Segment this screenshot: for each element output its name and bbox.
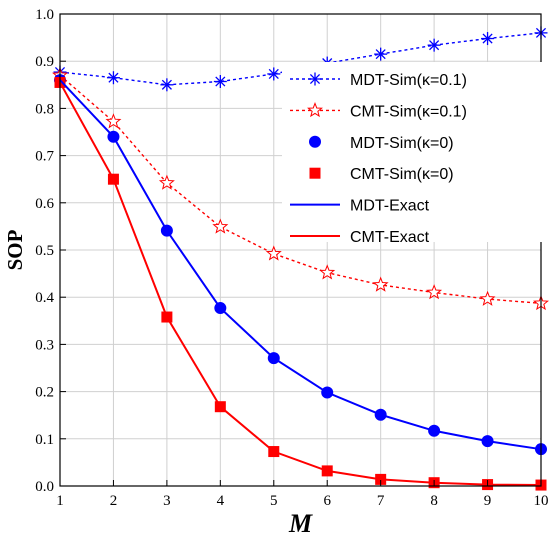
x-tick-label: 3 bbox=[163, 493, 171, 509]
x-tick-label: 10 bbox=[534, 493, 549, 509]
x-tick-label: 4 bbox=[217, 493, 225, 509]
y-tick-label: 0.8 bbox=[35, 101, 54, 117]
legend-label: MDT-Exact bbox=[350, 198, 430, 215]
series-line bbox=[59, 79, 542, 451]
legend-item: MDT-Sim(κ=0) bbox=[309, 135, 454, 152]
x-tick-label: 2 bbox=[110, 493, 118, 509]
y-tick-label: 0.6 bbox=[35, 196, 54, 212]
series-line bbox=[59, 81, 542, 487]
data-point bbox=[481, 32, 495, 46]
legend-marker bbox=[309, 135, 321, 148]
legend-item: MDT-Sim(κ=0.1) bbox=[290, 72, 467, 89]
legend-background bbox=[282, 62, 542, 242]
x-axis-label: M bbox=[288, 509, 313, 538]
data-point bbox=[212, 218, 229, 234]
legend-item: CMT-Sim(κ=0.1) bbox=[290, 102, 467, 120]
legend-item: CMT-Exact bbox=[290, 229, 430, 246]
y-tick-label: 0.9 bbox=[35, 54, 54, 70]
data-point bbox=[158, 174, 175, 190]
y-axis-label: SOP bbox=[3, 229, 27, 270]
legend: MDT-Sim(κ=0.1) CMT-Sim(κ=0.1) MDT-Sim(κ=0)… bbox=[282, 62, 542, 246]
data-point bbox=[213, 74, 227, 88]
data-point bbox=[160, 78, 174, 92]
data-point bbox=[479, 290, 496, 306]
data-point bbox=[426, 284, 443, 300]
data-point bbox=[265, 245, 282, 261]
y-tick-label: 0.2 bbox=[35, 385, 54, 401]
x-tick-label: 8 bbox=[430, 493, 438, 509]
legend-item: CMT-Sim(κ=0) bbox=[309, 166, 454, 183]
x-tick-label: 9 bbox=[484, 493, 492, 509]
legend-marker bbox=[307, 102, 323, 118]
legend-label: MDT-Sim(κ=0) bbox=[350, 135, 454, 152]
y-tick-label: 0.4 bbox=[35, 290, 54, 306]
y-tick-label: 0.5 bbox=[35, 243, 54, 259]
data-point bbox=[427, 38, 441, 52]
series-mdt-exact bbox=[59, 79, 542, 451]
series-cmt-exact bbox=[59, 81, 542, 487]
legend-label: MDT-Sim(κ=0.1) bbox=[350, 72, 467, 89]
legend-item: MDT-Exact bbox=[290, 198, 430, 215]
legend-label: CMT-Exact bbox=[350, 229, 430, 246]
legend-label: CMT-Sim(κ=0) bbox=[350, 166, 454, 183]
y-tick-label: 0.1 bbox=[35, 432, 54, 448]
x-tick-label: 5 bbox=[270, 493, 278, 509]
x-tick-label: 6 bbox=[323, 493, 331, 509]
y-tick-label: 1.0 bbox=[35, 7, 54, 23]
data-point bbox=[267, 67, 281, 81]
data-point bbox=[319, 264, 336, 280]
y-tick-label: 0.0 bbox=[35, 479, 54, 495]
y-tick-label: 0.3 bbox=[35, 337, 54, 353]
y-tick-label: 0.7 bbox=[35, 149, 54, 165]
x-tick-label: 1 bbox=[56, 493, 64, 509]
data-point bbox=[372, 276, 389, 292]
legend-label: CMT-Sim(κ=0.1) bbox=[350, 103, 467, 120]
data-point bbox=[105, 113, 122, 129]
legend-marker bbox=[309, 167, 321, 179]
axis-ticks: 1 2 3 4 5 6 7 8 9 10 0.0 0.1 0.2 0.3 0.4 0.5 0.6 0.7 0.8 0.… bbox=[35, 7, 548, 509]
x-tick-label: 7 bbox=[377, 493, 385, 509]
legend-marker bbox=[308, 72, 322, 86]
data-point bbox=[374, 47, 388, 61]
data-point bbox=[106, 71, 120, 85]
